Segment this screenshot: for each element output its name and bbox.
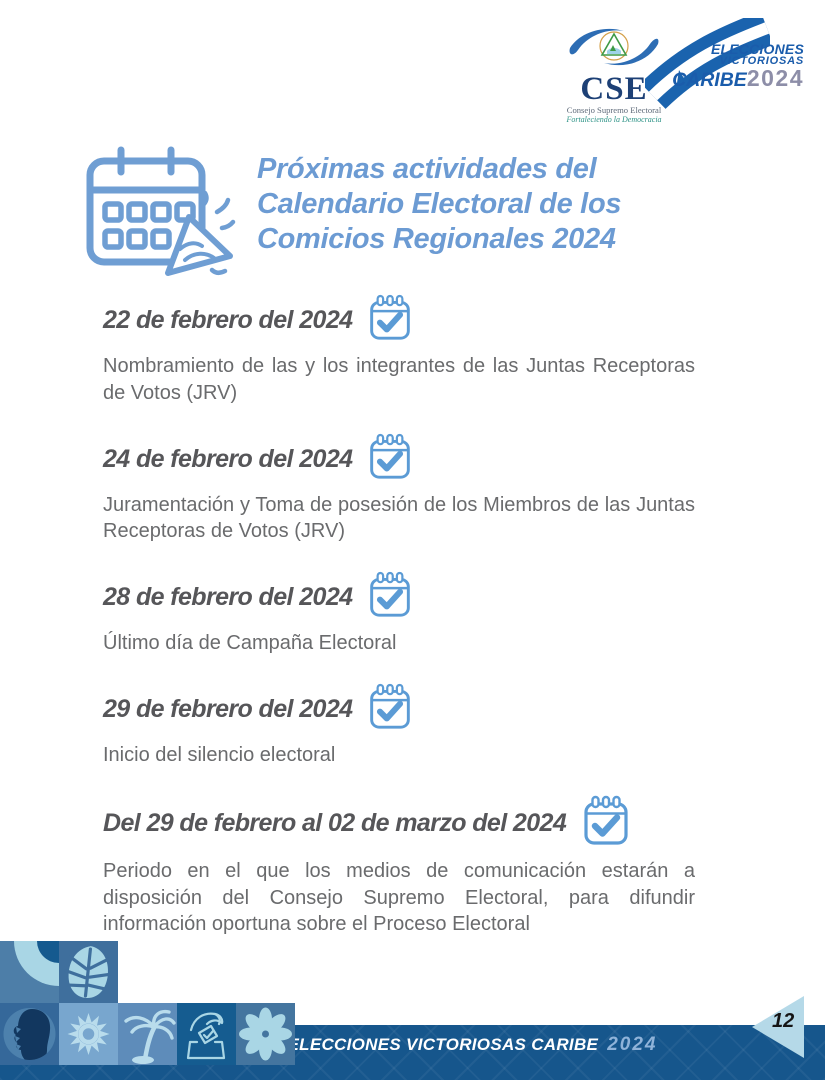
cse-logo: CSE Consejo Supremo Electoral Fortalecie… [558,24,670,124]
calendar-check-icon [368,571,412,624]
entry-description: Último día de Campaña Electoral [103,632,397,655]
nicaragua-flag-icon [640,11,774,115]
page-number-triangle: 12 [752,996,804,1058]
calendar-check-icon [368,433,412,486]
banner-year: 2024 [607,1034,658,1055]
entry-date: Del 29 de febrero al 02 de marzo del 202… [103,808,567,837]
palm-tree-icon [118,1003,177,1065]
cse-name: Consejo Supremo Electoral [566,105,662,116]
tile-mosaic [0,941,295,1065]
brand-year: 2024 [746,65,804,92]
monstera-leaf-icon [59,941,118,1003]
cse-acronym: CSE [580,71,648,107]
page-number: 12 [772,1010,795,1032]
calendar-check-icon [582,795,630,852]
sun-icon [59,1003,118,1065]
cse-tagline: Fortaleciendo la Democracia [566,115,662,125]
page-title: Próximas actividades del Calendario Elec… [257,153,622,255]
schedule-entry: 29 de febrero del 2024 Inicio del silenc… [103,683,695,769]
flower-icon [236,1003,295,1065]
wave-crescent-icon [0,941,59,1003]
calendar-check-icon [368,683,412,736]
brand-logo: ELECCIONES VICTORIOSAS CARIBE 2024 [640,11,810,110]
woman-profile-icon [0,1003,59,1065]
entry-description: Juramentación y Toma de posesión de los … [103,493,695,543]
entry-date: 24 de febrero del 2024 [103,444,353,473]
calendar-check-icon [368,294,412,347]
entry-date: 29 de febrero del 2024 [103,694,353,723]
entry-date: 22 de febrero del 2024 [103,306,353,334]
schedule-entry: 28 de febrero del 2024 Último día de Cam… [103,571,695,657]
entry-description: Inicio del silencio electoral [103,743,336,766]
cse-emblem-icon [566,28,662,74]
brand-line2: VICTORIOSAS [719,55,804,68]
brand-text: ELECCIONES VICTORIOSAS CARIBE 2024 [672,42,804,91]
ballot-hand-icon [177,1003,236,1065]
footer-banner [0,1025,825,1080]
schedule-entry: Del 29 de febrero al 02 de marzo del 202… [103,795,695,938]
schedule-list: 22 de febrero del 2024 Nombramiento de l… [103,294,695,964]
footer-banner-text: ELECCIONES VICTORIOSAS CARIBE 2024 [0,1034,825,1056]
brand-line1: ELECCIONES [710,41,804,57]
calendar-celebration-icon [84,146,236,283]
brand-line3: CARIBE [672,69,747,92]
schedule-entry: 22 de febrero del 2024 Nombramiento de l… [103,294,695,407]
entry-description: Nombramiento de las y los integrantes de… [103,355,695,404]
entry-description: Periodo en el que los medios de comunica… [103,859,695,936]
entry-date: 28 de febrero del 2024 [103,583,353,612]
schedule-entry: 24 de febrero del 2024 Juramentación y T… [103,433,695,546]
banner-label: ELECCIONES VICTORIOSAS CARIBE [287,1035,599,1054]
